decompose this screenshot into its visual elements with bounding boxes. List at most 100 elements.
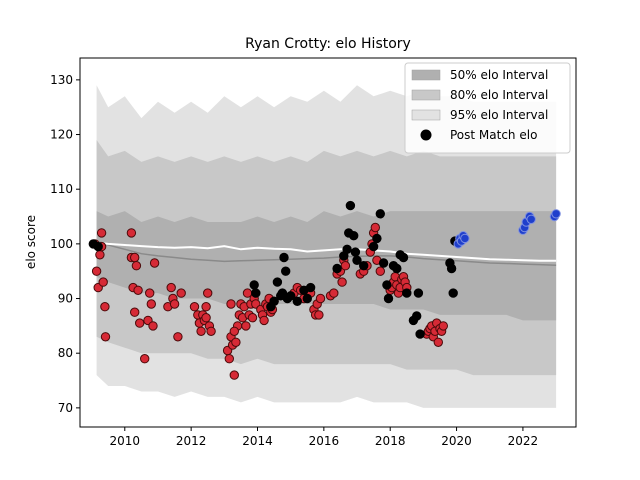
data-point-loss (131, 261, 142, 271)
data-point-win (448, 288, 458, 298)
data-point-win (286, 291, 296, 301)
chart-title: Ryan Crotty: elo History (245, 36, 411, 52)
data-point-loss (340, 261, 351, 271)
data-point-loss (375, 266, 385, 276)
data-point-loss (130, 307, 140, 317)
data-point-loss (203, 288, 213, 298)
data-point-win (413, 288, 424, 298)
data-point-win (93, 241, 103, 252)
data-point-loss (95, 250, 105, 260)
data-point-loss (231, 337, 241, 347)
data-point-win (372, 233, 382, 244)
data-point-loss (206, 326, 216, 336)
data-point-loss (224, 354, 235, 364)
data-point-loss (438, 321, 448, 331)
data-point-loss (226, 299, 236, 309)
data-point-loss (100, 302, 110, 312)
data-point-loss (259, 315, 269, 326)
data-point-win (302, 293, 312, 304)
data-point-loss (140, 354, 150, 364)
data-point-loss (173, 332, 183, 342)
data-point-win (281, 266, 291, 276)
y-tick-label: 70 (58, 401, 73, 415)
data-point-win (251, 288, 261, 298)
data-point-loss (370, 222, 380, 233)
data-point-loss (196, 326, 206, 336)
data-point-loss (100, 332, 111, 342)
data-point-win (402, 288, 412, 298)
data-point-loss (229, 370, 240, 380)
data-point-recent (551, 209, 561, 219)
data-point-loss (201, 302, 211, 312)
data-point-win (378, 258, 389, 268)
data-point-loss (247, 313, 258, 323)
legend-label: 95% elo Interval (450, 108, 548, 122)
legend-box (404, 62, 571, 154)
y-tick-label: 90 (58, 292, 73, 306)
data-point-loss (315, 293, 326, 304)
data-point-win (279, 252, 289, 263)
legend-swatch (411, 89, 441, 101)
data-point-win (415, 329, 425, 339)
data-point-loss (329, 288, 339, 298)
legend-swatch (411, 109, 441, 121)
data-point-loss (149, 258, 160, 268)
mean-line (96, 241, 557, 262)
data-point-loss (145, 288, 155, 298)
data-point-win (392, 263, 402, 274)
data-point-loss (96, 228, 107, 238)
data-point-win (249, 280, 259, 290)
data-point-win (342, 244, 352, 255)
y-tick-label: 130 (50, 73, 73, 87)
x-tick-label: 2014 (242, 434, 273, 448)
data-point-win (359, 261, 369, 271)
legend-swatch (411, 69, 441, 81)
y-axis-title: elo score (24, 215, 38, 269)
data-point-loss (314, 310, 324, 320)
data-point-win (382, 280, 392, 290)
legend-label: 50% elo Interval (450, 68, 548, 82)
x-axis: 2010 2012 2014 2016 2018 2020 2022 (110, 427, 539, 448)
data-point-recent (460, 233, 470, 244)
legend: 50% elo Interval 80% elo Interval 95% elo … (404, 62, 571, 154)
data-point-loss (229, 326, 240, 336)
trend-lines (96, 240, 557, 266)
data-point-loss (98, 277, 108, 287)
data-point-loss (126, 228, 137, 238)
data-point-loss (166, 282, 176, 293)
data-point-loss (148, 321, 158, 331)
data-point-loss (241, 321, 251, 331)
data-point-loss (176, 288, 186, 298)
data-point-win (375, 209, 385, 219)
y-tick-label: 80 (58, 346, 73, 360)
data-point-win (269, 296, 279, 306)
x-tick-label: 2022 (508, 434, 539, 448)
y-tick-label: 110 (50, 182, 73, 196)
data-point-loss (433, 337, 443, 347)
x-tick-label: 2018 (375, 434, 406, 448)
data-point-win (305, 282, 316, 293)
data-point-loss (201, 313, 211, 323)
data-point-loss (135, 318, 145, 328)
x-tick-label: 2016 (309, 434, 340, 448)
data-point-win (332, 263, 342, 274)
legend-label: Post Match elo (450, 128, 537, 142)
data-point-win (368, 241, 379, 252)
median-line (96, 240, 557, 266)
legend-marker (420, 129, 432, 141)
x-tick-label: 2010 (110, 434, 141, 448)
data-point-recent (526, 214, 536, 225)
data-point-win (349, 231, 359, 241)
plot-frame (79, 57, 577, 428)
data-point-win (272, 277, 283, 287)
legend-label: 80% elo Interval (450, 88, 548, 102)
x-tick-label: 2012 (176, 434, 207, 448)
data-point-win (352, 255, 362, 265)
data-point-win (446, 263, 457, 274)
data-point-loss (133, 285, 143, 295)
y-tick-label: 100 (50, 237, 73, 251)
data-point-win (398, 252, 409, 263)
data-point-loss (130, 252, 140, 263)
x-tick-label: 2020 (441, 434, 472, 448)
